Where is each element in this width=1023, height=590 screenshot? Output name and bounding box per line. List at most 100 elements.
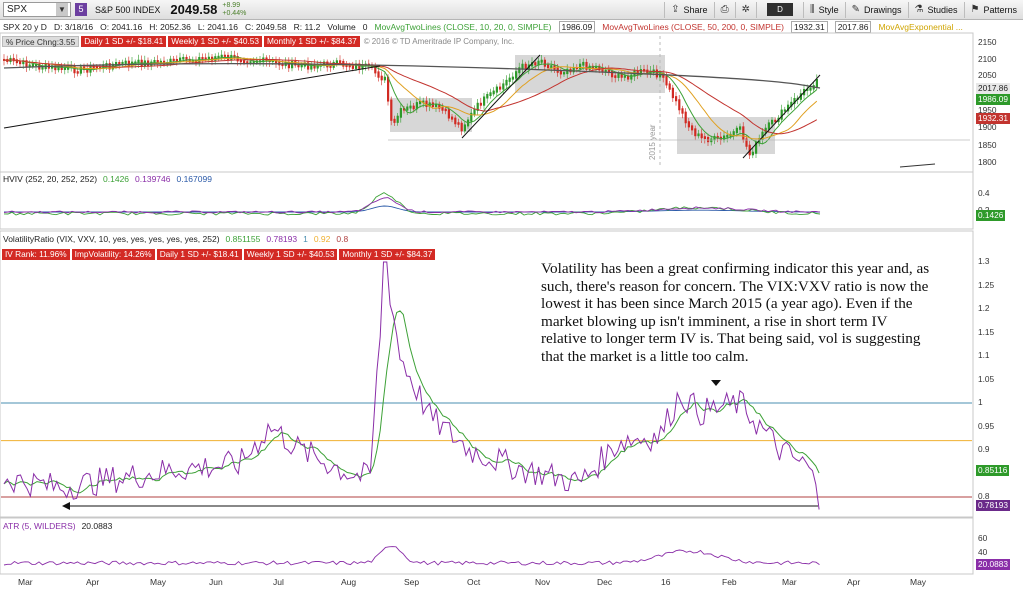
hviv-study-label[interactable]: HVIV (252, 20, 252, 252) bbox=[3, 174, 98, 184]
index-name: S&P 500 INDEX bbox=[95, 4, 161, 15]
volume-label: Volume bbox=[327, 21, 356, 32]
candle-body bbox=[735, 127, 738, 134]
candle-body bbox=[236, 56, 239, 62]
candle-body bbox=[249, 61, 252, 64]
patterns-button[interactable]: ⚑ Patterns bbox=[963, 1, 1023, 18]
candle-body bbox=[310, 64, 313, 70]
timeframe-selector[interactable]: D bbox=[755, 1, 803, 18]
vr-purple-tag: 0.78193 bbox=[976, 500, 1010, 511]
candle-body bbox=[348, 65, 351, 68]
candle-body bbox=[495, 86, 498, 93]
chart-title: SPX 20 y D bbox=[3, 21, 47, 32]
x-axis-tick: Sep bbox=[404, 577, 420, 587]
candle-body bbox=[15, 59, 18, 64]
candle-body bbox=[572, 67, 575, 73]
price-change-badge[interactable]: % Price Chng:3.55 bbox=[2, 36, 80, 47]
x-axis-tick: Feb bbox=[722, 577, 737, 587]
candle-body bbox=[585, 61, 588, 70]
ma10-study-label[interactable]: MovAvgTwoLines (CLOSE, 10, 20, 0, SIMPLE… bbox=[374, 21, 552, 32]
candle-body bbox=[358, 63, 361, 70]
candle-body bbox=[659, 73, 662, 78]
ma-tail-line bbox=[899, 163, 936, 168]
maexp-study-label[interactable]: MovAvgExponential ... bbox=[878, 21, 963, 32]
candle-body bbox=[422, 100, 425, 103]
consolidation-box bbox=[390, 98, 472, 132]
trendline bbox=[742, 74, 821, 159]
candle-body bbox=[751, 151, 754, 156]
pencil-icon: ✎ bbox=[851, 4, 860, 15]
candle-body bbox=[396, 115, 399, 123]
candle-body bbox=[598, 65, 601, 71]
candle-body bbox=[575, 67, 578, 70]
marker-triangle-icon bbox=[711, 380, 721, 386]
vr-value-5: 0.8 bbox=[336, 234, 349, 244]
candle-body bbox=[755, 141, 758, 154]
ma50-line bbox=[3, 59, 818, 135]
price-axis-tick: 2050 bbox=[978, 70, 997, 80]
candle-body bbox=[419, 100, 422, 105]
price-panel-frame bbox=[0, 32, 974, 173]
candle-body bbox=[499, 86, 502, 90]
chevron-down-icon[interactable]: ▼ bbox=[56, 3, 68, 16]
candle-body bbox=[601, 68, 604, 72]
candle-body bbox=[799, 93, 802, 100]
candle-body bbox=[345, 64, 348, 68]
candle-body bbox=[726, 134, 729, 138]
symbol-selector[interactable]: SPX ▼ bbox=[3, 2, 71, 17]
trendline bbox=[3, 65, 381, 129]
candle-body bbox=[435, 103, 438, 107]
drawings-label: Drawings bbox=[863, 4, 902, 15]
print-button[interactable]: ⎙ bbox=[713, 1, 735, 18]
weekly-sd-badge: Weekly 1 SD +/- $40.53 bbox=[168, 36, 262, 47]
share-button[interactable]: ⇪ Share bbox=[664, 1, 713, 18]
candle-body bbox=[607, 69, 610, 74]
ma50-study-label[interactable]: MovAvgTwoLines (CLOSE, 50, 200, 0, SIMPL… bbox=[602, 21, 784, 32]
atr-line bbox=[3, 546, 820, 566]
candle-body bbox=[483, 96, 486, 106]
vr-axis-tick: 1.15 bbox=[978, 326, 995, 337]
style-button[interactable]: ⫼ Style bbox=[802, 1, 845, 18]
candle-body bbox=[207, 56, 210, 60]
candle-body bbox=[547, 64, 550, 69]
candle-body bbox=[630, 74, 633, 80]
candle-body bbox=[25, 60, 28, 68]
chart-info-bar: SPX 20 y D D: 3/18/16 O: 2041.16 H: 2052… bbox=[0, 20, 1023, 33]
candle-body bbox=[355, 63, 358, 69]
candle-body bbox=[604, 69, 607, 72]
candle-body bbox=[588, 65, 591, 70]
candle-body bbox=[54, 65, 57, 71]
candle-body bbox=[447, 109, 450, 119]
candle-body bbox=[540, 59, 543, 63]
candle-body bbox=[515, 71, 518, 79]
candle-body bbox=[41, 67, 44, 70]
atr-value: 20.0883 bbox=[81, 521, 113, 531]
atr-study-label[interactable]: ATR (5, WILDERS) bbox=[3, 521, 76, 531]
candle-body bbox=[479, 102, 482, 106]
candle-body bbox=[403, 108, 406, 111]
hviv-value-tag: 0.1426 bbox=[976, 210, 1006, 221]
candle-body bbox=[441, 106, 444, 111]
candle-body bbox=[297, 63, 300, 68]
candle-body bbox=[505, 79, 508, 86]
candle-body bbox=[684, 111, 687, 124]
candle-body bbox=[329, 65, 332, 68]
price-axis-tick: 1900 bbox=[978, 122, 997, 132]
hviv-value-3: 0.167099 bbox=[176, 174, 212, 184]
candle-body bbox=[92, 65, 95, 69]
link-group-badge[interactable]: 5 bbox=[75, 3, 87, 16]
candle-body bbox=[668, 83, 671, 90]
candle-body bbox=[707, 136, 710, 143]
vr-study-label[interactable]: VolatilityRatio (VIX, VXV, 10, yes, yes,… bbox=[3, 234, 220, 244]
volume-value: 0 bbox=[362, 21, 368, 32]
ma10-line bbox=[3, 56, 818, 145]
settings-button[interactable]: ✲ bbox=[734, 1, 756, 18]
vr-axis-tick: 1.3 bbox=[978, 256, 990, 266]
x-axis-tick: Nov bbox=[535, 577, 551, 587]
candle-body bbox=[166, 62, 169, 65]
x-axis-tick: Jul bbox=[273, 577, 284, 587]
drawings-button[interactable]: ✎ Drawings bbox=[844, 1, 908, 18]
candle-body bbox=[559, 70, 562, 75]
studies-button[interactable]: ⚗ Studies bbox=[907, 1, 964, 18]
candle-body bbox=[563, 72, 566, 75]
